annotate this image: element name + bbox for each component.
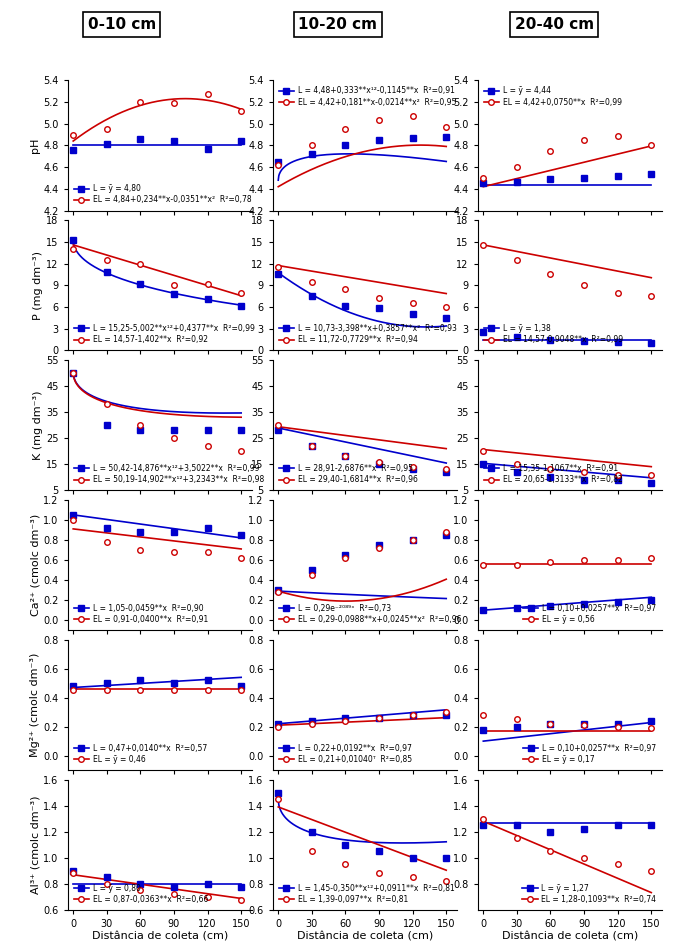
Y-axis label: pH: pH — [30, 138, 41, 153]
Legend: L = ȳ = 0,80, EL = 0,87-0,0363**x  R²=0,66: L = ȳ = 0,80, EL = 0,87-0,0363**x R²=0,6… — [72, 882, 210, 906]
Legend: L = 1,05-0,0459**x  R²=0,90, EL = 0,91-0,0400**x  R²=0,91: L = 1,05-0,0459**x R²=0,90, EL = 0,91-0,… — [72, 602, 210, 626]
X-axis label: Distância de coleta (cm): Distância de coleta (cm) — [92, 932, 228, 942]
Y-axis label: P (mg dm⁻³): P (mg dm⁻³) — [33, 251, 43, 320]
Legend: L = 0,10+0,0257**x  R²=0,97, EL = ȳ = 0,17: L = 0,10+0,0257**x R²=0,97, EL = ȳ = 0,1… — [521, 741, 658, 767]
X-axis label: Distância de coleta (cm): Distância de coleta (cm) — [297, 932, 433, 942]
Y-axis label: Al³⁺ (cmolᴄ dm⁻³): Al³⁺ (cmolᴄ dm⁻³) — [30, 796, 41, 894]
Legend: L = ȳ = 1,38, EL = 14,57-0,9048**x  R²=0,99: L = ȳ = 1,38, EL = 14,57-0,9048**x R²=0,… — [481, 322, 625, 347]
Text: 10-20 cm: 10-20 cm — [299, 17, 377, 32]
Legend: L = 4,48+0,333**x¹²-0,1145**x  R²=0,91, EL = 4,42+0,181**x-0,0214**x²  R²=0,95: L = 4,48+0,333**x¹²-0,1145**x R²=0,91, E… — [276, 84, 458, 108]
Legend: L = 50,42-14,876**x¹²+3,5022**x  R²=0,99, EL = 50,19-14,902**x¹²+3,2343**x  R²=0: L = 50,42-14,876**x¹²+3,5022**x R²=0,99,… — [72, 462, 266, 487]
Y-axis label: Mg²⁺ (cmolᴄ dm⁻³): Mg²⁺ (cmolᴄ dm⁻³) — [30, 653, 41, 757]
Legend: L = ȳ = 1,27, EL = 1,28-0,1093**x  R²=0,74: L = ȳ = 1,27, EL = 1,28-0,1093**x R²=0,7… — [520, 882, 658, 906]
Text: 20-40 cm: 20-40 cm — [514, 17, 594, 32]
Legend: L = ȳ = 4,80, EL = 4,84+0,234**x-0,0351**x²  R²=0,78: L = ȳ = 4,80, EL = 4,84+0,234**x-0,0351*… — [72, 182, 254, 207]
Text: 0-10 cm: 0-10 cm — [88, 17, 155, 32]
Legend: L = 28,91-2,6876**x  R²=0,95, EL = 29,40-1,6814**x  R²=0,96: L = 28,91-2,6876**x R²=0,95, EL = 29,40-… — [276, 462, 420, 487]
Legend: L = 15,25-5,002**x¹²+0,4377**x  R²=0,99, EL = 14,57-1,402**x  R²=0,92: L = 15,25-5,002**x¹²+0,4377**x R²=0,99, … — [72, 322, 257, 347]
Y-axis label: Ca²⁺ (cmolᴄ dm⁻³): Ca²⁺ (cmolᴄ dm⁻³) — [30, 514, 41, 616]
Legend: L = 0,29e⁻²⁰⁸⁹ˣ  R²=0,73, EL = 0,29-0,0988**x+0,0245**x²  R²=0,96: L = 0,29e⁻²⁰⁸⁹ˣ R²=0,73, EL = 0,29-0,098… — [276, 602, 464, 626]
X-axis label: Distância de coleta (cm): Distância de coleta (cm) — [502, 932, 638, 942]
Legend: L = 0,10+0,0257**x  R²=0,97, EL = ȳ = 0,56: L = 0,10+0,0257**x R²=0,97, EL = ȳ = 0,5… — [521, 602, 658, 626]
Legend: L = ȳ = 4,44, EL = 4,42+0,0750**x  R²=0,99: L = ȳ = 4,44, EL = 4,42+0,0750**x R²=0,9… — [481, 84, 624, 108]
Legend: L = 0,22+0,0192**x  R²=0,97, EL = 0,21+0,01040ᵀ  R²=0,85: L = 0,22+0,0192**x R²=0,97, EL = 0,21+0,… — [276, 741, 414, 767]
Legend: L = 1,45-0,350**x¹²+0,0911**x  R²=0,81, EL = 1,39-0,097**x  R²=0,81: L = 1,45-0,350**x¹²+0,0911**x R²=0,81, E… — [276, 882, 457, 906]
Legend: L = 0,47+0,0140**x  R²=0,57, EL = ȳ = 0,46: L = 0,47+0,0140**x R²=0,57, EL = ȳ = 0,4… — [72, 741, 210, 767]
Legend: L = 15,35-1,1067**x  R²=0,91, EL = 20,65-1,3133**x  R²=0,82: L = 15,35-1,1067**x R²=0,91, EL = 20,65-… — [481, 462, 625, 487]
Y-axis label: K (mg dm⁻³): K (mg dm⁻³) — [33, 390, 43, 460]
Legend: L = 10,73-3,398**x+0,3857**x²  R²=0,93, EL = 11,72-0,7729**x  R²=0,94: L = 10,73-3,398**x+0,3857**x² R²=0,93, E… — [276, 322, 459, 347]
